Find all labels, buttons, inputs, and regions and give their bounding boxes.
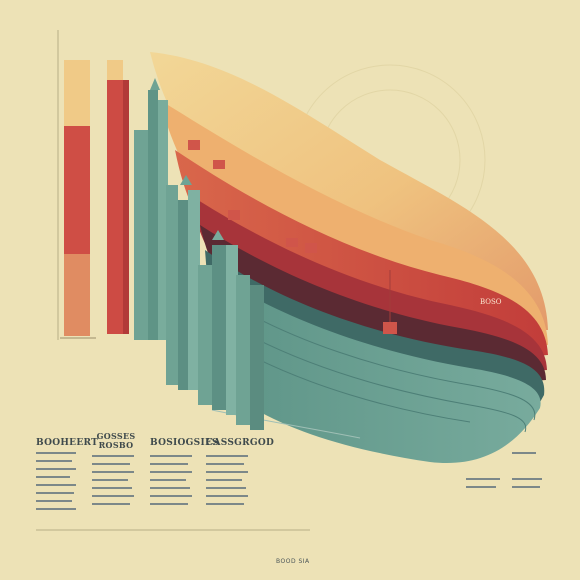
teal-towers [134, 78, 264, 430]
second-bar [107, 60, 129, 334]
left-scale [57, 30, 96, 340]
footer-label: BOOD SIA [276, 558, 310, 565]
stage-label: BOSO [480, 298, 502, 306]
fan-warm-layers [150, 52, 548, 385]
sweep-markers [188, 140, 397, 334]
caption-col1: BOOHEERT [36, 438, 99, 448]
text-lines [36, 452, 542, 531]
caption-col4: CASSGRGOD [206, 438, 275, 448]
caption-col2: GOSSES ROSBO [96, 431, 136, 450]
caption-col3: BOSIOGSIES [150, 438, 219, 448]
stack-coral [64, 254, 90, 336]
fan-teal-layers [205, 250, 545, 464]
stack-red [64, 126, 90, 254]
stack-sand [64, 60, 90, 126]
